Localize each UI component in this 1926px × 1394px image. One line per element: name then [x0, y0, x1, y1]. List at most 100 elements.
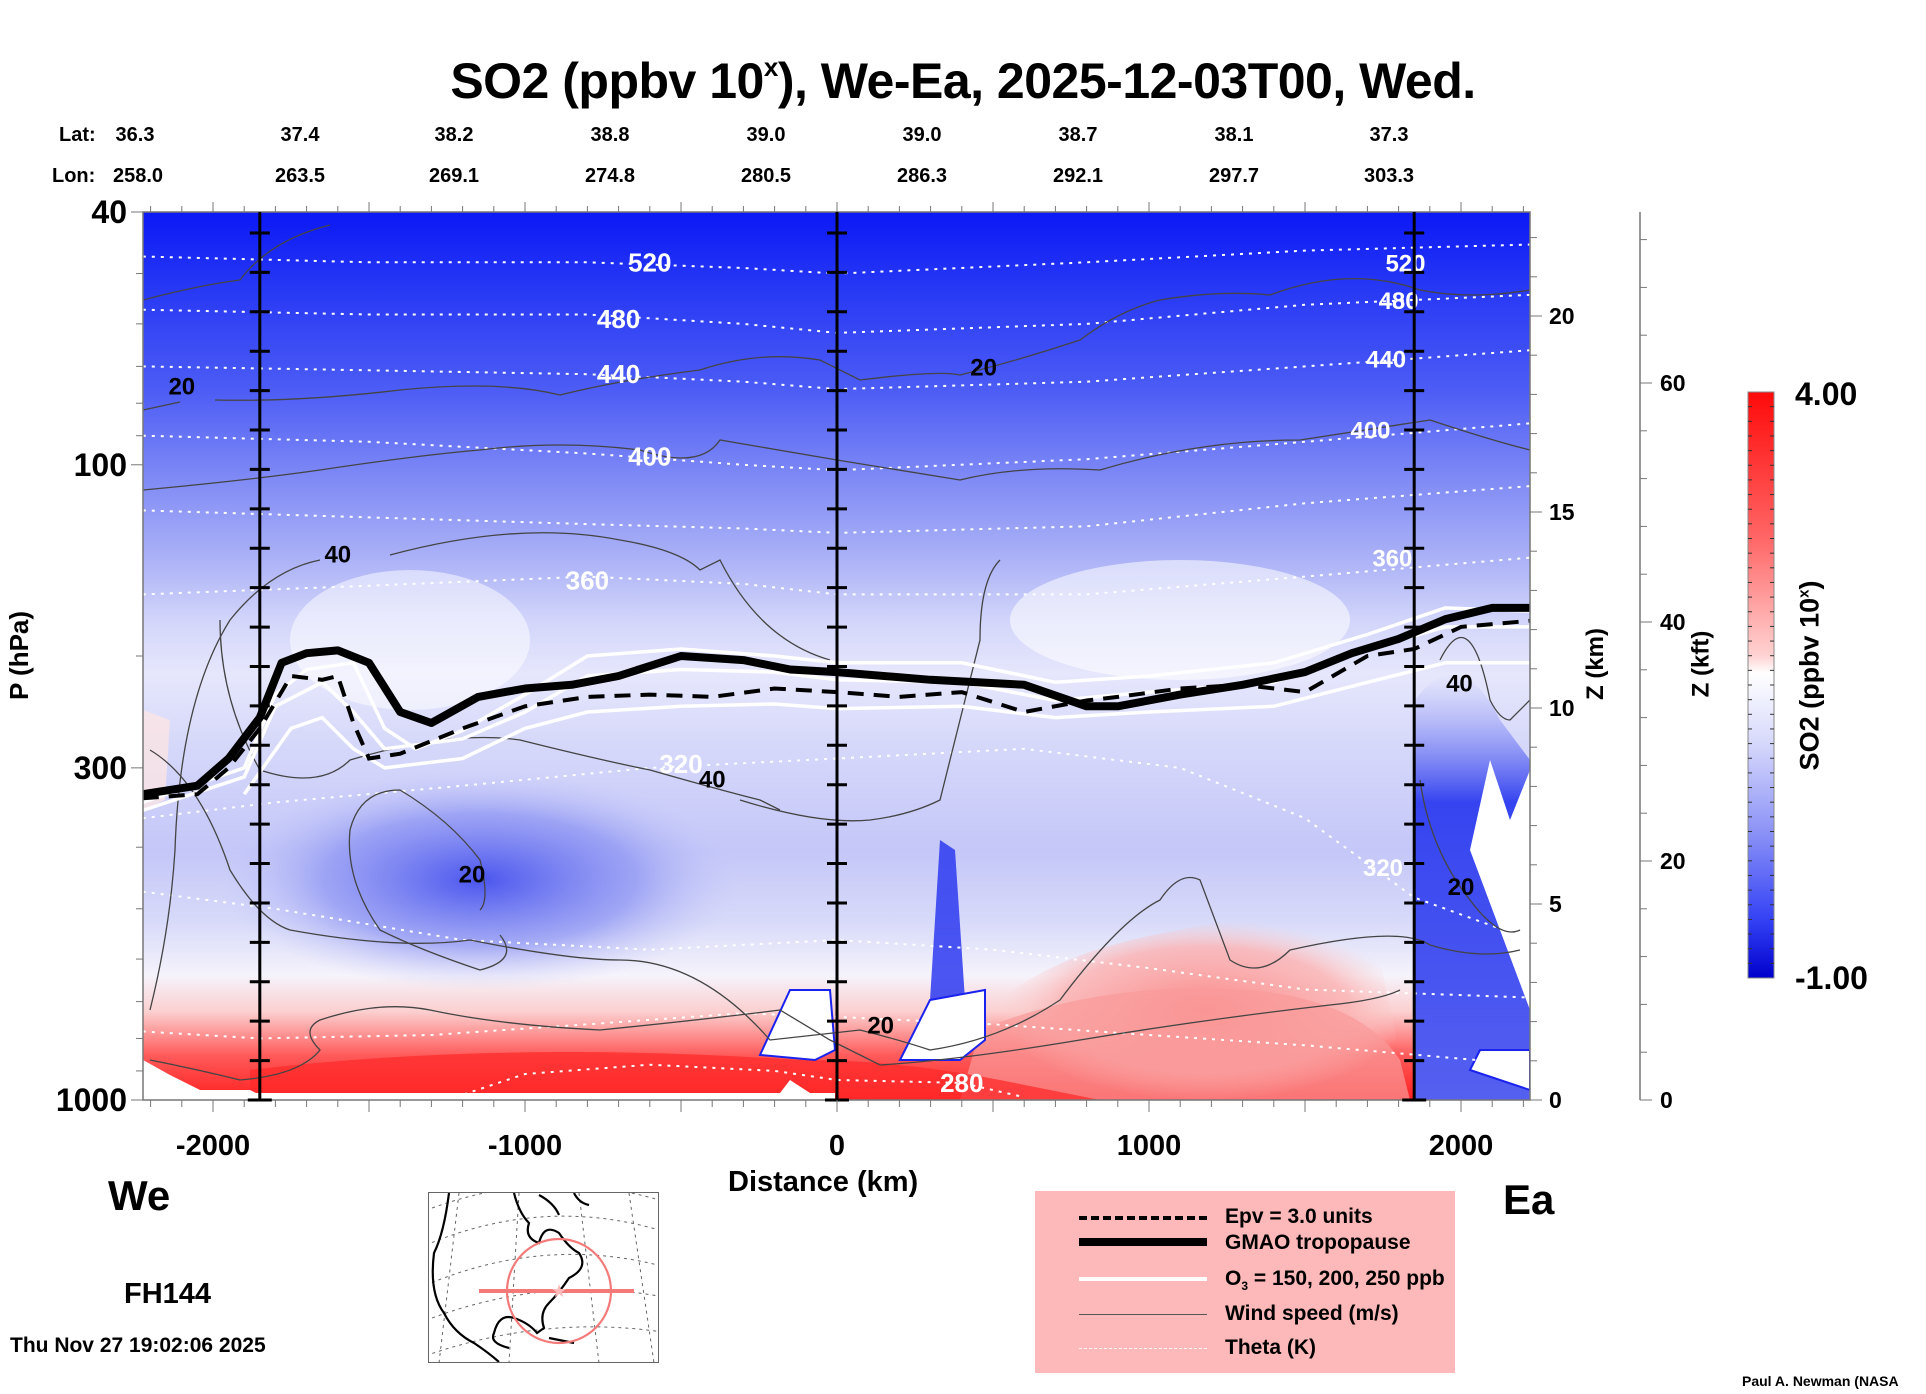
timestamp: Thu Nov 27 19:02:06 2025	[10, 1334, 266, 1357]
lon-label: Lon:	[52, 165, 96, 187]
lat-value: 38.2	[434, 124, 474, 146]
theta-label: 400	[628, 441, 671, 471]
theta-contour-360	[143, 556, 1530, 596]
x-axis-label: Distance (km)	[728, 1166, 919, 1198]
lon-value: 269.1	[428, 165, 480, 187]
ozone-contour-0	[143, 606, 1530, 805]
theta-contour-unlabeled-8	[143, 1012, 1530, 1066]
legend-theta-label: Theta (K)	[1225, 1336, 1316, 1359]
wind-speed-label: 20	[970, 354, 997, 381]
so2-east-minimum	[1415, 674, 1530, 1100]
so2-out-of-range-patch	[898, 988, 986, 1061]
lon-value: 280.5	[740, 165, 792, 187]
z-kft-tick-label: 40	[1660, 609, 1686, 635]
theta-label: 440	[597, 359, 640, 389]
wind-speed-label: 40	[1446, 670, 1473, 697]
legend: Epv = 3.0 units GMAO tropopause O3 = 150…	[1035, 1191, 1455, 1373]
theta-label: 320	[659, 749, 702, 779]
y-tick-label: 1000	[55, 1082, 127, 1118]
z-km-tick-label: 5	[1549, 891, 1562, 917]
lat-value: 38.7	[1058, 124, 1098, 146]
x-tick-label: -1000	[487, 1130, 563, 1162]
legend-ozone-sub: 3	[1241, 1279, 1249, 1294]
z-km-axis-label: Z (km)	[1582, 628, 1609, 700]
so2-white-patch	[290, 570, 530, 710]
legend-tropopause-line	[1079, 1238, 1207, 1246]
wind-speed-labels: 20 20 40 40 20 20 40 20	[168, 354, 1474, 1039]
so2-out-of-range-patch	[1468, 1049, 1530, 1092]
z-kft-tick-label: 20	[1660, 848, 1686, 874]
theta-contour-unlabeled-4	[143, 485, 1530, 534]
legend-wind-label: Wind speed (m/s)	[1225, 1302, 1399, 1325]
theta-label: 480	[597, 304, 640, 334]
below-ground-mask	[250, 1080, 835, 1100]
wind-contour	[1419, 779, 1521, 933]
lat-value: 39.0	[746, 124, 786, 146]
title-superscript: x	[763, 52, 778, 82]
wind-contour	[149, 989, 1401, 1081]
theta-contour-320	[143, 747, 1530, 941]
theta-contour-unlabeled-7	[143, 890, 1530, 999]
colorbar-label-text: SO2 (ppbv 10	[1794, 597, 1825, 771]
lon-value: 263.5	[274, 165, 326, 187]
y-tick-label: 40	[91, 194, 127, 230]
so2-plume	[930, 840, 965, 1000]
theta-label: 520	[628, 247, 671, 277]
theta-contours	[143, 243, 1530, 1100]
z-km-tick-label: 10	[1549, 695, 1575, 721]
legend-ozone-label: O3 = 150, 200, 250 ppb	[1225, 1267, 1445, 1293]
so2-maximum-east-core	[960, 988, 1410, 1100]
below-ground-mask	[143, 1060, 270, 1100]
wind-speed-label: 20	[168, 373, 195, 400]
wind-contour	[143, 224, 331, 301]
lon-value: 297.7	[1208, 165, 1260, 187]
epv-3-contour	[143, 618, 1530, 801]
coastlines	[431, 1193, 590, 1362]
legend-tropopause-label: GMAO tropopause	[1225, 1231, 1411, 1254]
so2-white-patch	[1010, 560, 1350, 680]
so2-minimum-west	[220, 770, 740, 990]
theta-label: 440	[1366, 346, 1406, 373]
wind-speed-label: 40	[699, 767, 726, 794]
lon-value: 258.0	[112, 165, 164, 187]
theta-contour-480	[143, 293, 1530, 334]
wind-contour	[1439, 637, 1530, 721]
theta-contour-520	[143, 243, 1530, 275]
wind-contour-20-closed	[348, 789, 508, 971]
z-kft-tick-label: 0	[1660, 1087, 1673, 1113]
title-main: SO2 (ppbv 10	[450, 53, 764, 109]
colorbar-ticks	[1748, 406, 1774, 964]
y-tick-label: 100	[73, 446, 127, 483]
wind-contour	[149, 749, 1521, 1051]
map-center-star-icon: ★	[551, 1281, 567, 1301]
lon-value: 274.8	[584, 165, 636, 187]
y-tick-label: 300	[73, 749, 127, 786]
legend-wind-line	[1079, 1314, 1207, 1315]
wind-contour-20	[143, 277, 1530, 411]
vertical-markers	[247, 212, 1427, 1102]
credit: Paul A. Newman (NASA	[1742, 1373, 1899, 1389]
x-tick-label: 0	[828, 1130, 846, 1162]
z-km-tick-label: 0	[1549, 1087, 1562, 1113]
legend-ozone-o: O	[1225, 1267, 1242, 1290]
legend-ozone-rest: = 150, 200, 250 ppb	[1248, 1267, 1445, 1290]
wind-speed-label: 20	[459, 862, 486, 889]
legend-epv-line	[1079, 1216, 1207, 1220]
lat-label: Lat:	[59, 124, 96, 146]
title-rest: ), We-Ea, 2025-12-03T00, Wed.	[777, 53, 1476, 109]
gmao-tropopause	[143, 603, 1530, 799]
colorbar-max-label: 4.00	[1795, 376, 1858, 412]
z-kft-tick-label: 60	[1660, 370, 1686, 396]
colorbar-label-sup: x	[1795, 589, 1813, 598]
theta-contour-440	[143, 349, 1530, 391]
colorbar-label-end: )	[1794, 580, 1825, 590]
map-inset: ★	[428, 1192, 659, 1363]
tropopause-line	[143, 603, 1530, 799]
forecast-hour: FH144	[124, 1278, 212, 1310]
theta-label: 400	[1350, 418, 1390, 445]
colorbar-min-label: -1.00	[1795, 960, 1868, 996]
x-tick-label: 2000	[1428, 1130, 1494, 1162]
lat-value: 38.1	[1214, 124, 1254, 146]
z-km-tick-label: 20	[1549, 303, 1575, 329]
